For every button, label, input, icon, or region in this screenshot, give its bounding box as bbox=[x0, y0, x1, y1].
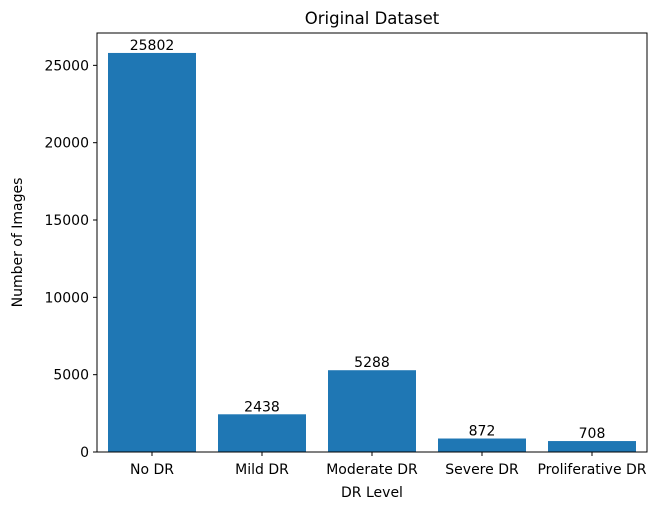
bar-no-dr bbox=[108, 52, 196, 453]
bars bbox=[108, 52, 636, 453]
data-label: 5288 bbox=[354, 355, 390, 371]
plot-frame bbox=[96, 32, 648, 453]
data-label: 2438 bbox=[244, 399, 280, 415]
y-tick-label: 20000 bbox=[44, 136, 89, 152]
y-axis-title: Number of Images bbox=[10, 178, 26, 308]
x-tick-label: Severe DR bbox=[445, 462, 519, 478]
x-axis: No DR Mild DR Moderate DR Severe DR Prolifer… bbox=[130, 452, 647, 478]
y-tick-label: 25000 bbox=[44, 58, 89, 74]
y-tick-label: 10000 bbox=[44, 290, 89, 306]
bar-severe-dr bbox=[438, 438, 526, 452]
data-label: 708 bbox=[579, 426, 606, 442]
y-tick-label: 0 bbox=[80, 445, 89, 461]
bar-proliferative-dr bbox=[548, 441, 636, 452]
y-tick-label: 15000 bbox=[44, 213, 89, 229]
bar-mild-dr bbox=[218, 414, 306, 452]
bar-moderate-dr bbox=[328, 370, 416, 452]
chart-title: Original Dataset bbox=[305, 9, 440, 28]
x-axis-title: DR Level bbox=[341, 485, 403, 501]
x-tick-label: Mild DR bbox=[235, 462, 289, 478]
data-label: 25802 bbox=[130, 38, 175, 54]
x-tick-label: Moderate DR bbox=[326, 462, 418, 478]
x-tick-label: No DR bbox=[130, 462, 174, 478]
data-label: 872 bbox=[469, 424, 496, 440]
y-tick-label: 5000 bbox=[53, 368, 89, 384]
y-axis: 0 5000 10000 15000 20000 25000 bbox=[44, 58, 97, 461]
x-tick-label: Proliferative DR bbox=[537, 462, 646, 478]
data-labels: 25802 2438 5288 872 708 bbox=[130, 38, 606, 442]
